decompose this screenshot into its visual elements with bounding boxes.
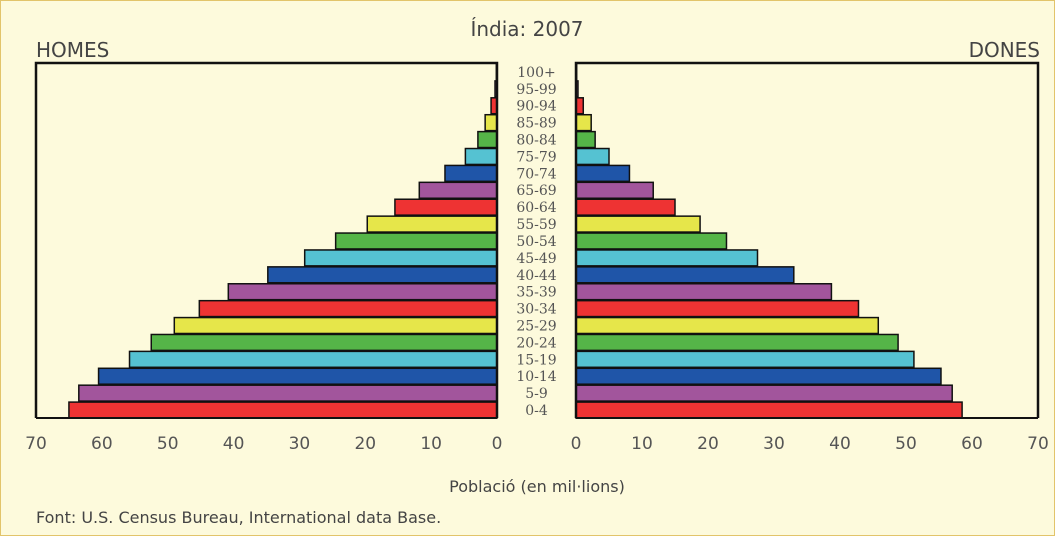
age-label-90-94: 90-94: [516, 99, 556, 115]
tick-right-10: 10: [631, 434, 653, 454]
right-panel-frame: [574, 61, 1040, 418]
age-label-20-24: 20-24: [516, 335, 556, 351]
age-label-0-4: 0-4: [525, 403, 548, 419]
age-label-50-54: 50-54: [516, 234, 556, 250]
bar-homes-20-24: [150, 333, 498, 352]
bar-homes-60-64: [394, 198, 498, 216]
bar-homes-25-29: [173, 316, 498, 335]
bar-dones-35-39: [575, 283, 833, 301]
bar-homes-30-34: [198, 299, 498, 318]
tick-left-40: 40: [223, 434, 245, 454]
bar-dones-40-44: [575, 266, 795, 284]
bar-dones-85-89: [575, 113, 592, 132]
bar-homes-75-79: [464, 147, 498, 166]
age-label-25-29: 25-29: [516, 318, 556, 334]
age-label-80-84: 80-84: [516, 133, 556, 149]
bar-dones-80-84: [575, 130, 596, 149]
chart-title: Índia: 2007: [470, 17, 583, 41]
tick-right-70: 70: [1027, 434, 1049, 454]
bar-dones-70-74: [575, 164, 631, 183]
bar-dones-25-29: [575, 316, 880, 335]
bar-dones-55-59: [575, 215, 701, 233]
tick-left-70: 70: [25, 434, 47, 454]
bar-dones-60-64: [575, 198, 676, 216]
left-panel-frame: [34, 61, 499, 418]
tick-right-50: 50: [895, 434, 917, 454]
bar-homes-45-49: [303, 249, 498, 267]
tick-left-20: 20: [354, 434, 376, 454]
bar-dones-50-54: [575, 232, 728, 250]
bar-homes-70-74: [444, 164, 498, 183]
tick-left-10: 10: [420, 434, 442, 454]
age-label-30-34: 30-34: [516, 302, 556, 318]
age-label-55-59: 55-59: [516, 217, 556, 233]
bar-homes-5-9: [78, 384, 498, 402]
bar-homes-15-19: [128, 350, 498, 369]
age-labels: 0-45-910-1415-1920-2425-2930-3435-3940-4…: [516, 65, 556, 419]
tick-right-0: 0: [571, 434, 582, 454]
tick-left-0: 0: [492, 434, 503, 454]
bar-dones-65-69: [575, 181, 654, 199]
age-label-85-89: 85-89: [516, 116, 556, 132]
age-label-45-49: 45-49: [516, 251, 556, 267]
tick-right-20: 20: [697, 434, 719, 454]
bar-dones-30-34: [575, 299, 860, 318]
bar-homes-10-14: [97, 367, 498, 385]
tick-right-40: 40: [829, 434, 851, 454]
right-panel-label: DONES: [969, 38, 1040, 62]
age-label-5-9: 5-9: [525, 386, 548, 402]
bar-homes-50-54: [334, 232, 498, 250]
tick-left-50: 50: [157, 434, 179, 454]
bar-homes-40-44: [267, 266, 498, 284]
bar-dones-5-9: [575, 384, 953, 402]
axes: 70 60 50 40 30 20 10 0 0 10 20 30 40 50 60 70: [25, 61, 1049, 454]
tick-right-30: 30: [763, 434, 785, 454]
bar-homes-85-89: [484, 113, 498, 132]
age-label-100+: 100+: [517, 65, 555, 81]
age-label-35-39: 35-39: [516, 285, 556, 301]
bar-dones-45-49: [575, 249, 759, 267]
bar-dones-75-79: [575, 147, 610, 166]
age-label-40-44: 40-44: [516, 268, 556, 284]
bar-dones-20-24: [575, 333, 899, 352]
bar-dones-0-4: [575, 401, 963, 419]
source-note: Font: U.S. Census Bureau, International …: [36, 508, 441, 527]
right-bars: [575, 63, 963, 419]
age-label-65-69: 65-69: [516, 183, 556, 199]
bar-homes-0-4: [68, 401, 498, 419]
age-label-70-74: 70-74: [516, 166, 556, 182]
tick-left-60: 60: [91, 434, 113, 454]
tick-left-30: 30: [289, 434, 311, 454]
bar-dones-15-19: [575, 350, 915, 369]
age-label-75-79: 75-79: [516, 149, 556, 165]
age-label-60-64: 60-64: [516, 200, 556, 216]
x-axis-label: Població (en mil·lions): [449, 477, 625, 496]
left-panel-label: HOMES: [36, 38, 109, 62]
left-bars: [68, 63, 498, 419]
age-label-95-99: 95-99: [516, 82, 556, 98]
age-label-10-14: 10-14: [516, 369, 556, 385]
age-label-15-19: 15-19: [516, 352, 556, 368]
bar-dones-10-14: [575, 367, 942, 385]
bar-homes-55-59: [366, 215, 498, 233]
bar-homes-80-84: [477, 130, 498, 149]
bar-homes-35-39: [227, 283, 498, 301]
bar-homes-65-69: [418, 181, 498, 199]
tick-right-60: 60: [961, 434, 983, 454]
